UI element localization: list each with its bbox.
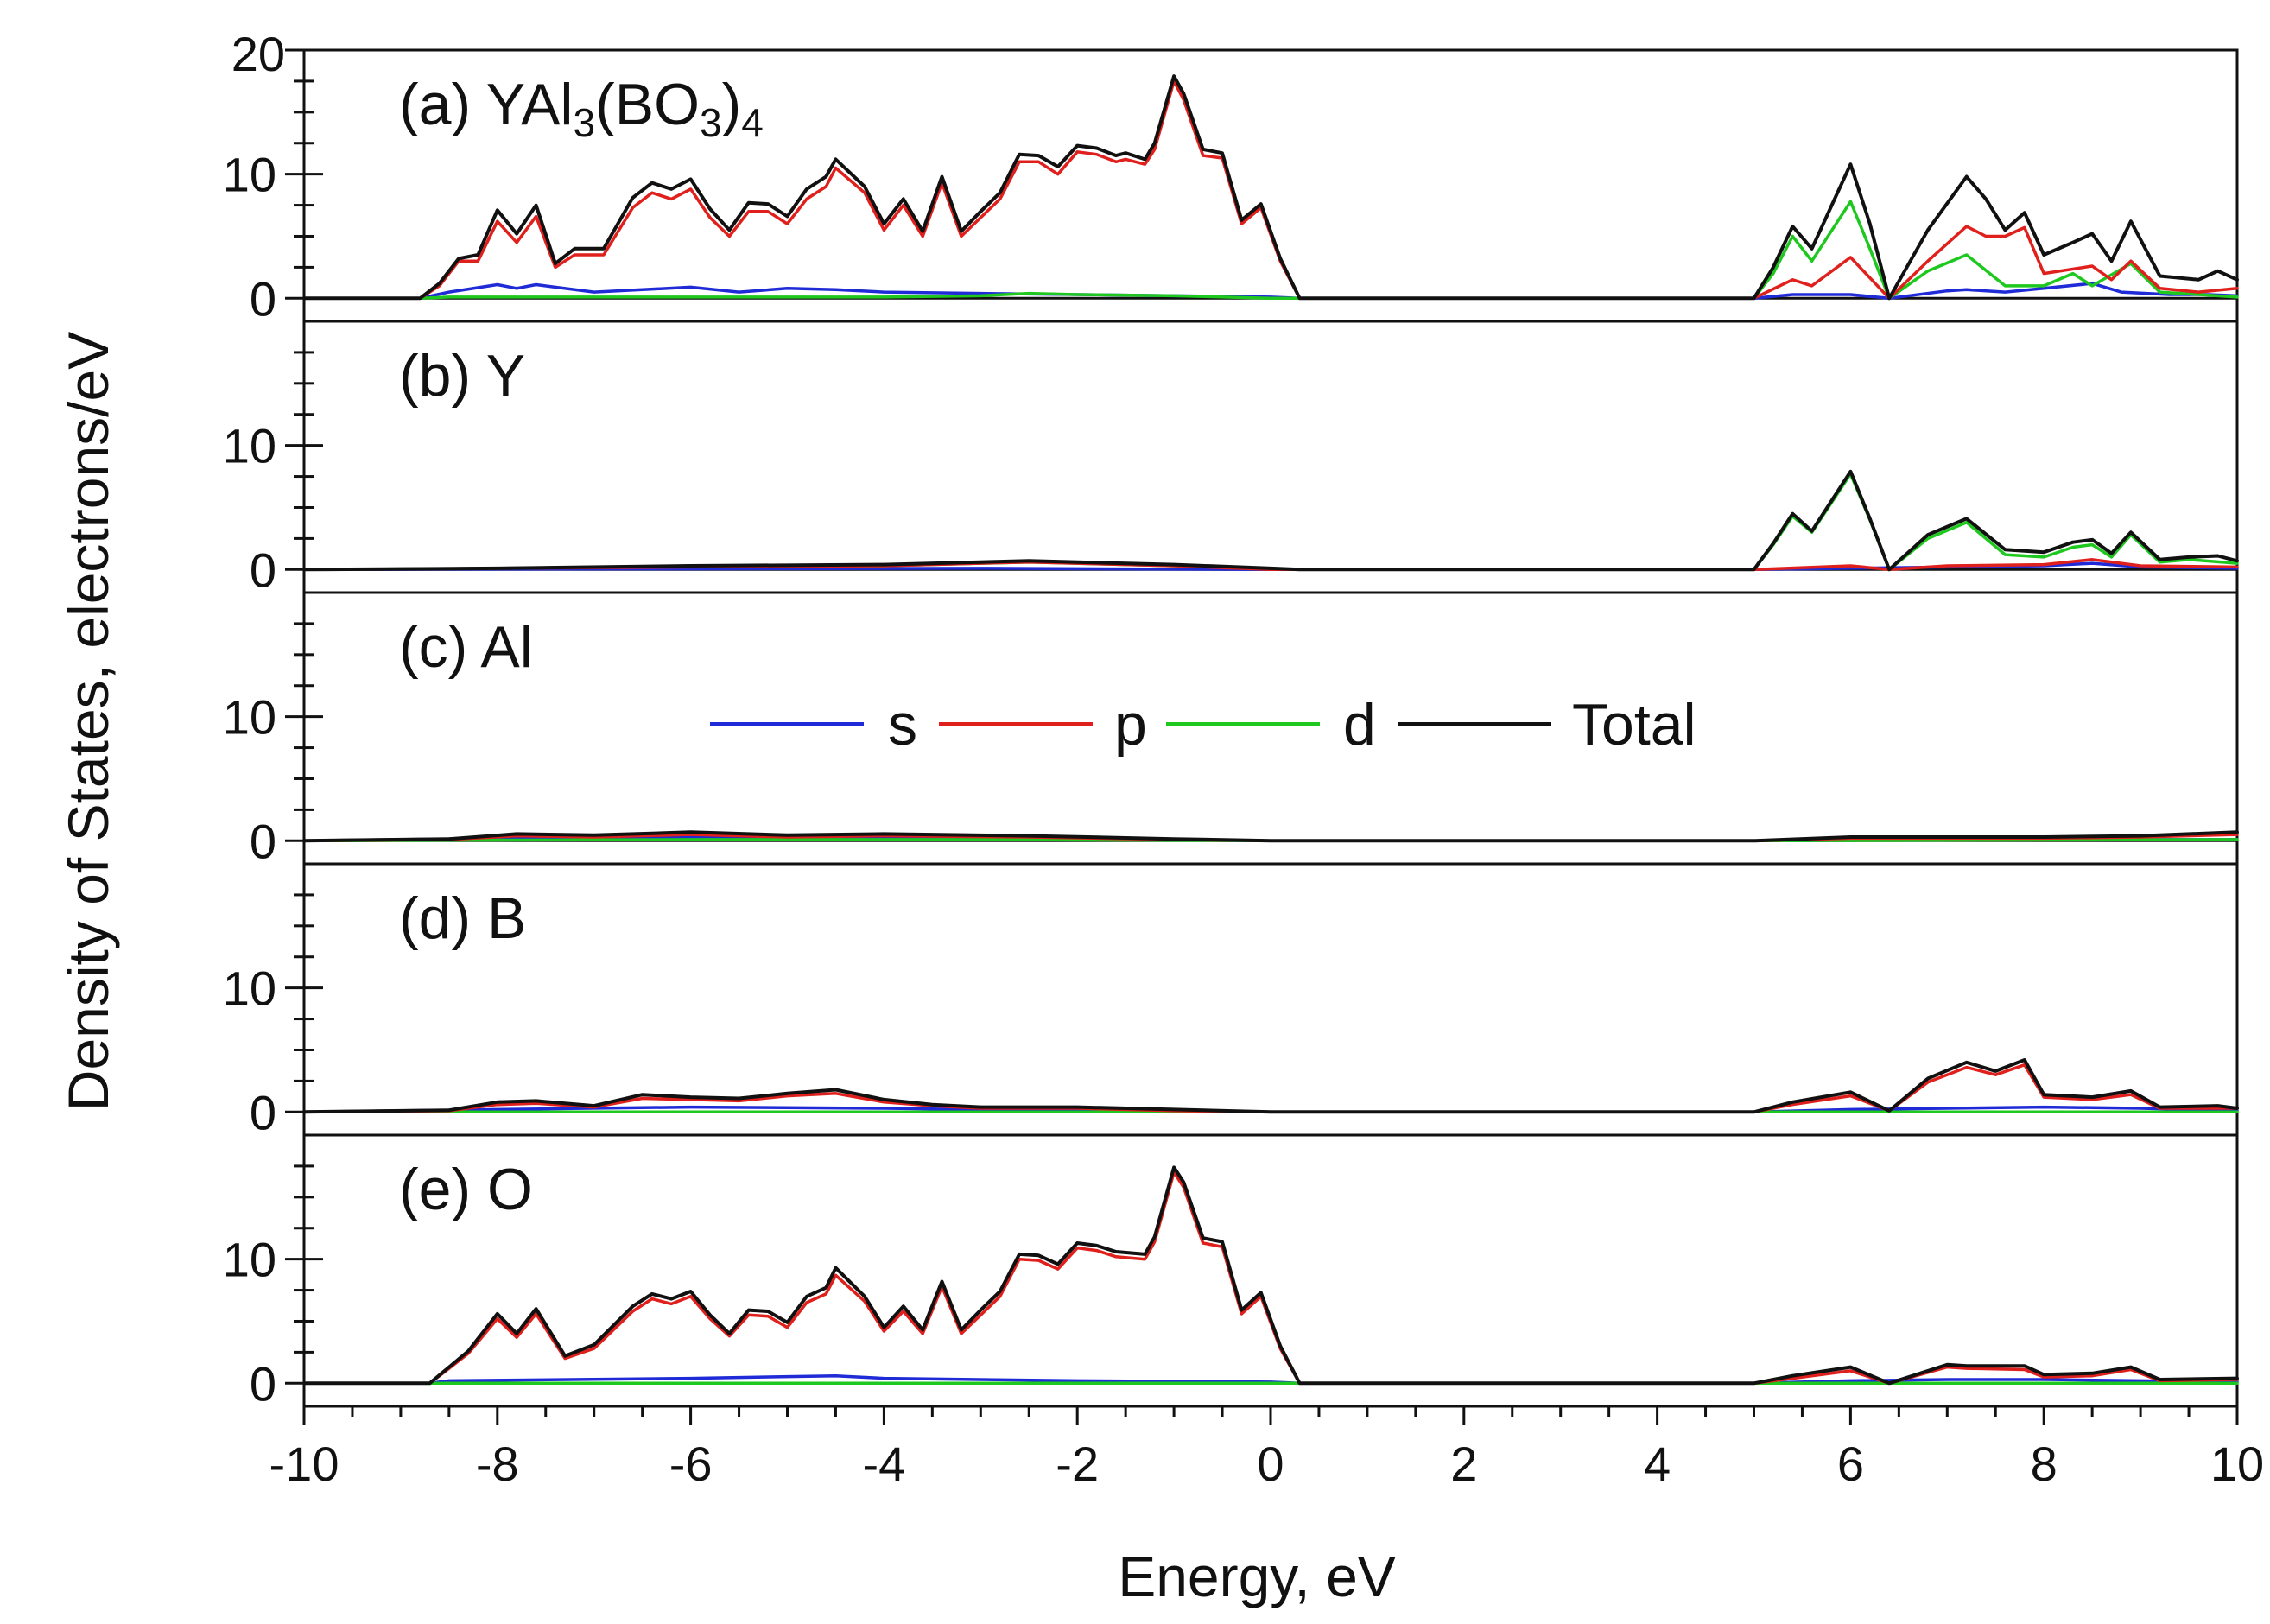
panel-c-label: (c) Al — [399, 614, 533, 680]
x-tick-label--6: -6 — [669, 1437, 713, 1491]
panel-a-series-total — [302, 74, 2239, 301]
legend-label-s: s — [888, 692, 917, 758]
x-tick-label-2: 2 — [1450, 1437, 1477, 1491]
top-y-tick-label-20: 20 — [231, 27, 285, 81]
x-tick-label-8: 8 — [2031, 1437, 2058, 1491]
x-tick-label-6: 6 — [1837, 1437, 1864, 1491]
panel-a: 0 10 (a) YAl3(BO3)4 — [223, 48, 2239, 326]
x-tick-label--10: -10 — [269, 1437, 339, 1491]
panel-a-ytick-label-10: 10 — [223, 148, 276, 202]
panel-b: 0 10 (b) Y — [223, 320, 2239, 597]
legend-label-total: Total — [1572, 692, 1696, 758]
panel-e-ytick-label-0: 0 — [250, 1356, 276, 1411]
panel-e-label: (e) O — [399, 1157, 533, 1222]
legend-label-d: d — [1343, 692, 1376, 758]
panel-b-label: (b) Y — [399, 343, 525, 409]
panel-a-label: (a) YAl3(BO3)4 — [399, 72, 764, 145]
x-tick-label--8: -8 — [476, 1437, 519, 1491]
x-axis-label: Energy, eV — [1118, 1545, 1396, 1608]
panel-b-ytick-label-0: 0 — [250, 542, 276, 597]
panel-d-series-total — [302, 1058, 2239, 1114]
panel-a-ytick-label-0: 0 — [250, 271, 276, 326]
x-tick-label--4: -4 — [863, 1437, 906, 1491]
x-tick-label-10: 10 — [2210, 1437, 2264, 1491]
panel-b-series-total — [302, 469, 2239, 572]
panel-b-ytick-label-10: 10 — [223, 419, 276, 473]
panel-a-series-d — [302, 200, 2239, 301]
x-tick-label--2: -2 — [1056, 1437, 1099, 1491]
panels-group: 0 10 (a) YAl3(BO3)4 0 10 (b) Y 0 10 (c) Al 0 10 (d)… — [223, 48, 2239, 1411]
x-tick-label-4: 4 — [1644, 1437, 1671, 1491]
x-axis: -10 -8 -6 -4 -2 0 2 4 6 8 10 — [269, 48, 2264, 1491]
panel-e-ytick-label-10: 10 — [223, 1233, 276, 1287]
panel-d-ytick-label-10: 10 — [223, 961, 276, 1016]
panel-c: 0 10 (c) Al — [223, 591, 2239, 868]
panel-c-ytick-label-10: 10 — [223, 690, 276, 745]
y-axis-label: Density of States, electrons/eV — [56, 332, 120, 1111]
panel-e-series-total — [302, 1165, 2239, 1386]
panel-e-series-p — [302, 1170, 2239, 1386]
panel-c-series-total — [302, 830, 2239, 843]
x-tick-label-0: 0 — [1257, 1437, 1284, 1491]
legend-label-p: p — [1114, 692, 1147, 758]
panel-a-series-p — [302, 79, 2239, 301]
panel-c-ytick-label-0: 0 — [250, 814, 276, 868]
legend: s p d Total — [710, 692, 1696, 758]
panel-d-label: (d) B — [399, 885, 526, 951]
panel-d-ytick-label-0: 0 — [250, 1085, 276, 1139]
